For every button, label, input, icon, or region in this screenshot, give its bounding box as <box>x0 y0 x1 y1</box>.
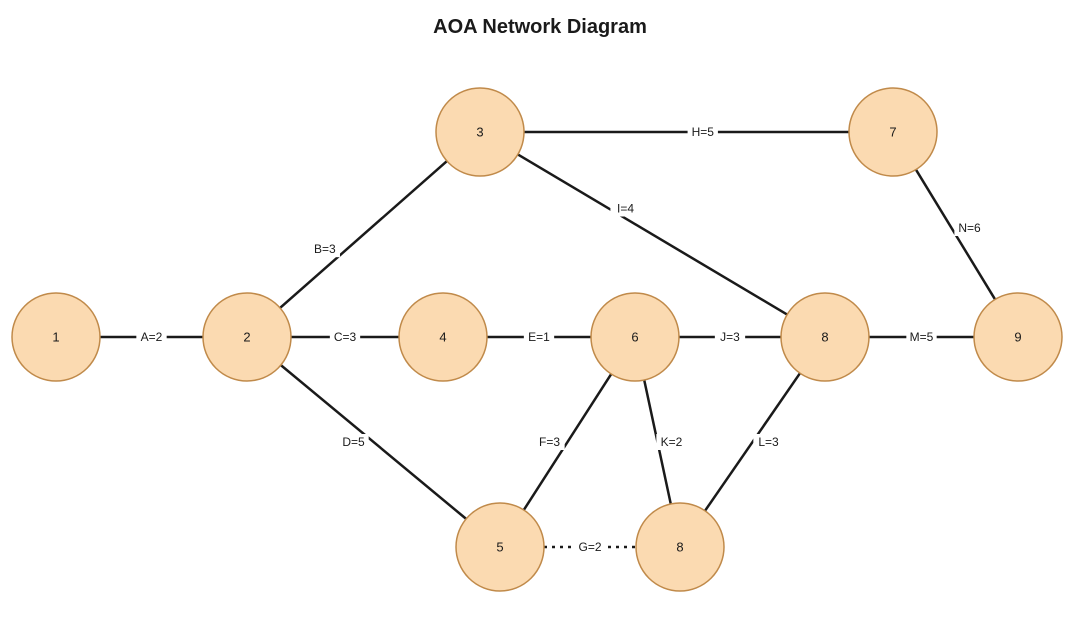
edge-label-B: B=3 <box>314 242 336 256</box>
edge-label-C: C=3 <box>334 330 357 344</box>
node-label-3: 3 <box>476 125 483 140</box>
edge-label-N: N=6 <box>958 221 981 235</box>
edge-label-L: L=3 <box>758 435 779 449</box>
edge-L <box>705 373 800 511</box>
node-label-6: 6 <box>631 330 638 345</box>
node-label-7: 7 <box>889 125 896 140</box>
node-label-8: 8 <box>821 330 828 345</box>
edge-label-K: K=2 <box>661 435 683 449</box>
network-diagram: 1 2 3 4 5 6 7 8 8 9 A=2 B=3 C=3 D=5 E=1 F=3 G=2 H=5 I=4 J=… <box>0 0 1080 640</box>
edge-label-A: A=2 <box>141 330 163 344</box>
edge-label-G: G=2 <box>578 540 601 554</box>
edge-B <box>280 161 447 308</box>
edge-label-M: M=5 <box>910 330 934 344</box>
node-label-5: 5 <box>496 540 503 555</box>
edge-label-E: E=1 <box>528 330 550 344</box>
edge-D <box>281 365 466 519</box>
edge-label-H: H=5 <box>692 125 715 139</box>
node-label-8: 8 <box>676 540 683 555</box>
node-label-4: 4 <box>439 330 446 345</box>
edge-label-D: D=5 <box>342 435 365 449</box>
edge-label-J: J=3 <box>720 330 740 344</box>
node-label-1: 1 <box>52 330 59 345</box>
node-label-9: 9 <box>1014 330 1021 345</box>
edge-I <box>518 154 787 314</box>
node-label-2: 2 <box>243 330 250 345</box>
edge-label-F: F=3 <box>539 435 560 449</box>
edge-label-I: I=4 <box>617 201 634 215</box>
